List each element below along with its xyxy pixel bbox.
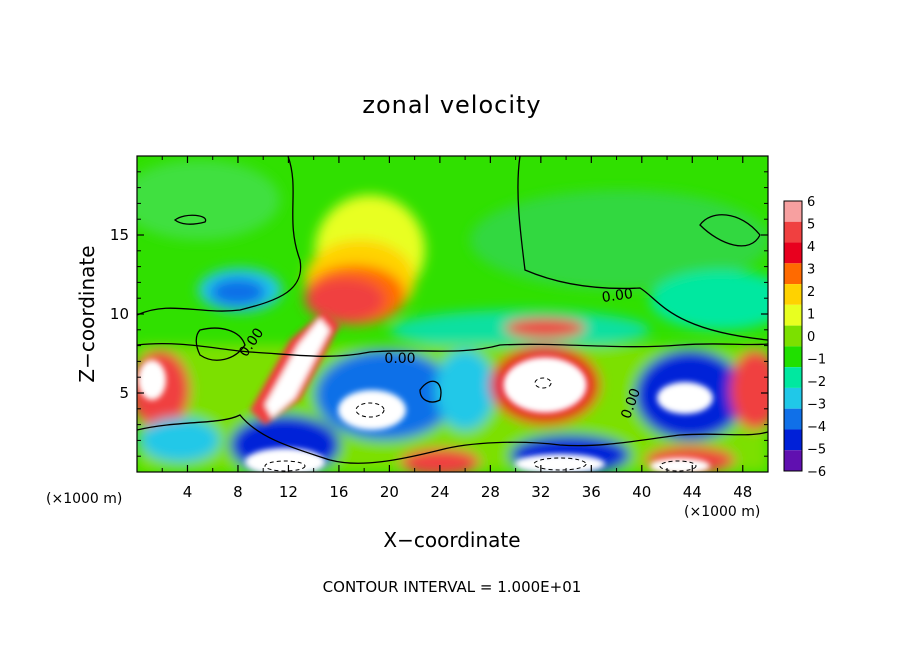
contour-label: 0.00 — [601, 286, 634, 306]
x-tick-label: 4 — [183, 483, 193, 501]
colorbar-segment — [784, 242, 802, 264]
colorbar-label: 3 — [807, 263, 815, 278]
heatmap-field — [137, 156, 768, 472]
colorbar-labels: 6 5 4 3 2 1 0 −1 −2 −3 −4 −5 −6 — [807, 195, 826, 480]
colorbar-label: 1 — [807, 308, 815, 323]
colorbar-segment — [784, 221, 802, 243]
colorbar-segment — [784, 367, 802, 388]
colorbar-segment — [784, 325, 802, 347]
chart-title: zonal velocity — [362, 91, 541, 119]
colorbar-segment — [784, 304, 802, 326]
colorbar-label: 0 — [807, 330, 815, 345]
contour-label: 0.00 — [384, 351, 415, 367]
x-tick-label: 32 — [531, 483, 550, 501]
y-axis-ticks: 5 10 15 — [110, 171, 768, 457]
colorbar-label: −5 — [807, 443, 826, 458]
x-tick-label: 48 — [733, 483, 752, 501]
colorbar-label: 4 — [807, 240, 815, 255]
y-tick-label: 10 — [110, 305, 129, 323]
x-tick-label: 28 — [481, 483, 500, 501]
x-tick-label: 36 — [582, 483, 601, 501]
y-tick-label: 5 — [119, 384, 129, 402]
x-tick-label: 40 — [632, 483, 651, 501]
colorbar-label: 5 — [807, 218, 815, 233]
colorbar — [783, 200, 803, 472]
colorbar-frame — [783, 200, 803, 472]
x-unit-right: (×1000 m) — [684, 504, 760, 520]
x-tick-label: 16 — [329, 483, 348, 501]
contour-interval-note: CONTOUR INTERVAL = 1.000E+01 — [323, 578, 582, 596]
y-axis-label: Z−coordinate — [75, 245, 99, 382]
colorbar-label: −2 — [807, 375, 826, 390]
y-tick-label: 15 — [110, 226, 129, 244]
colorbar-label: 2 — [807, 285, 815, 300]
colorbar-segment — [784, 429, 802, 451]
colorbar-label: −3 — [807, 398, 826, 413]
colorbar-segment — [784, 408, 802, 430]
colorbar-label: 6 — [807, 195, 815, 210]
colorbar-label: −6 — [807, 465, 826, 480]
colorbar-label: −4 — [807, 420, 826, 435]
colorbar-segment — [784, 263, 802, 285]
x-tick-label: 12 — [279, 483, 298, 501]
x-tick-label: 20 — [380, 483, 399, 501]
colorbar-segment — [784, 284, 802, 305]
colorbar-segment — [784, 387, 802, 409]
x-tick-label: 8 — [233, 483, 243, 501]
x-axis-ticks: 4 8 12 16 20 24 28 32 36 40 44 48 — [161, 156, 752, 501]
colorbar-segment — [784, 346, 802, 368]
colorbar-segment — [784, 201, 802, 222]
x-axis-label: X−coordinate — [383, 528, 520, 552]
contour-lines — [137, 156, 768, 464]
colorbar-label: −1 — [807, 353, 826, 368]
x-tick-label: 24 — [430, 483, 449, 501]
x-unit-left: (×1000 m) — [46, 491, 122, 507]
x-tick-label: 44 — [683, 483, 702, 501]
colorbar-segment — [784, 450, 802, 471]
